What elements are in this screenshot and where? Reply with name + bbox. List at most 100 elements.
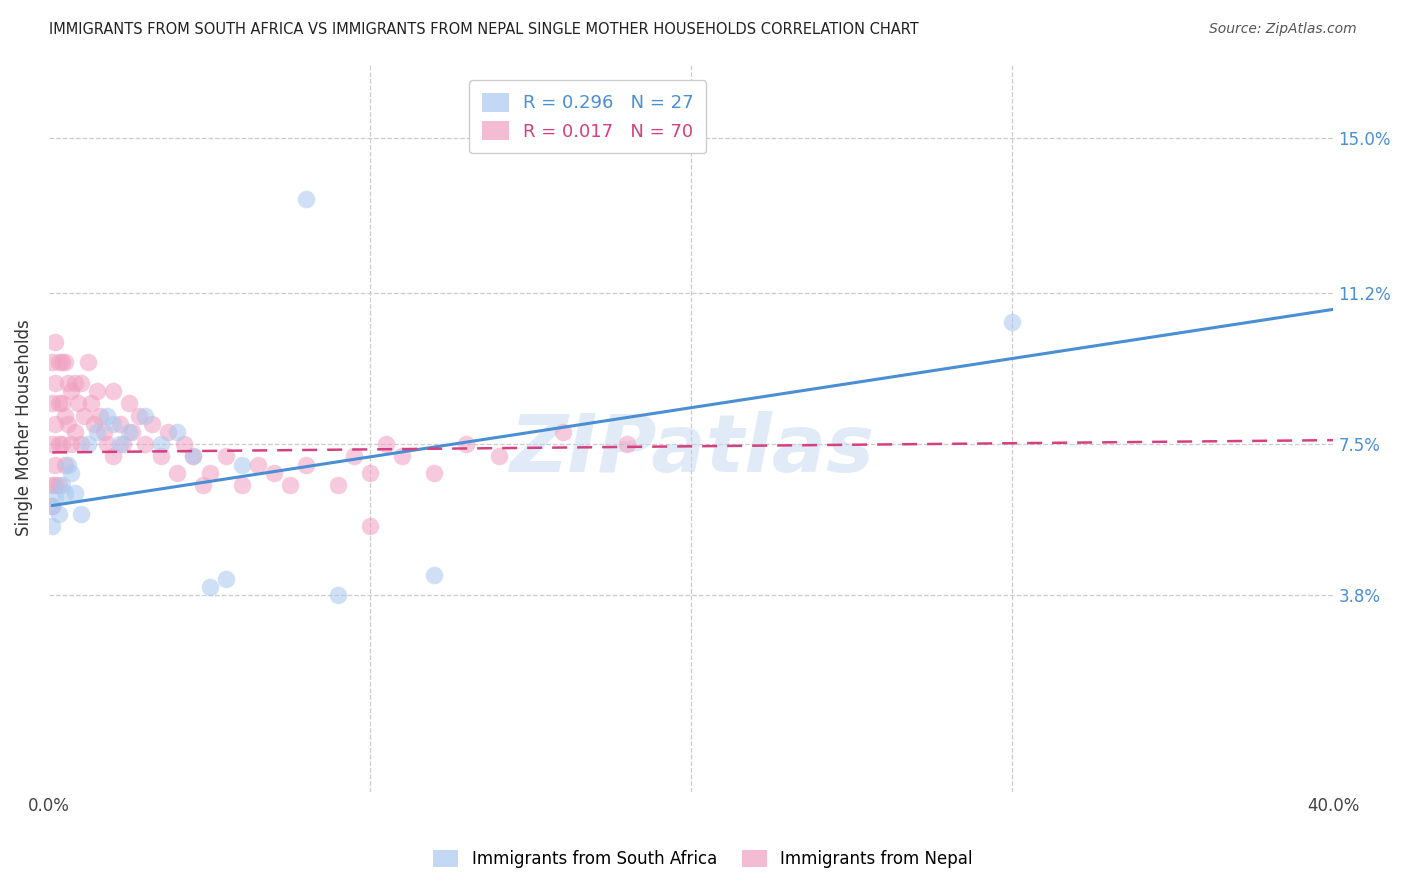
Point (183, 450, 205, 464)
Point (326, 589, 349, 603)
Point (231, 478, 253, 492)
Text: IMMIGRANTS FROM SOUTH AFRICA VS IMMIGRANTS FROM NEPAL SINGLE MOTHER HOUSEHOLDS C: IMMIGRANTS FROM SOUTH AFRICA VS IMMIGRAN… (49, 22, 920, 37)
Point (93, 425, 115, 439)
Point (108, 437, 131, 451)
Point (375, 437, 398, 451)
Point (108, 417, 131, 431)
Point (326, 478, 349, 492)
Point (166, 425, 188, 439)
Point (198, 466, 221, 480)
Point (156, 425, 179, 439)
Point (70, 507, 93, 521)
Point (198, 580, 221, 594)
Point (118, 396, 141, 410)
Point (51, 355, 73, 369)
Point (231, 458, 253, 472)
Point (214, 450, 236, 464)
Point (44, 491, 66, 505)
Point (263, 466, 285, 480)
Point (103, 450, 125, 464)
Point (76, 437, 98, 451)
Point (41, 355, 63, 369)
Point (96, 437, 118, 451)
Point (391, 450, 413, 464)
Point (70, 376, 93, 390)
Point (343, 450, 366, 464)
Point (58, 376, 80, 390)
Point (150, 450, 173, 464)
Point (63, 376, 86, 390)
Point (134, 437, 156, 451)
Point (48, 507, 70, 521)
Point (51, 437, 73, 451)
Point (103, 384, 125, 398)
Point (173, 437, 195, 451)
Point (53, 355, 76, 369)
Point (60, 384, 83, 398)
Point (551, 425, 574, 439)
Point (456, 437, 478, 451)
Point (48, 355, 70, 369)
Point (183, 450, 205, 464)
Point (41, 478, 63, 492)
Point (86, 425, 108, 439)
Point (53, 486, 76, 500)
Point (53, 458, 76, 472)
Point (166, 466, 188, 480)
Point (80, 396, 103, 410)
Point (295, 458, 318, 472)
Point (41, 499, 63, 513)
Point (191, 478, 214, 492)
Point (63, 425, 86, 439)
Point (48, 437, 70, 451)
Point (76, 355, 98, 369)
Point (60, 466, 83, 480)
Point (58, 417, 80, 431)
Point (128, 409, 150, 423)
Point (86, 384, 108, 398)
Point (44, 458, 66, 472)
Point (44, 417, 66, 431)
Point (246, 458, 269, 472)
Point (134, 409, 156, 423)
Point (121, 425, 143, 439)
Point (70, 437, 93, 451)
Point (141, 417, 163, 431)
Text: ZIPatlas: ZIPatlas (509, 410, 873, 489)
Point (295, 192, 318, 206)
Point (41, 519, 63, 533)
Point (53, 409, 76, 423)
Point (118, 425, 141, 439)
Point (83, 417, 105, 431)
Point (89, 409, 111, 423)
Legend: Immigrants from South Africa, Immigrants from Nepal: Immigrants from South Africa, Immigrants… (426, 843, 980, 875)
Point (58, 458, 80, 472)
Point (359, 466, 381, 480)
Point (44, 478, 66, 492)
Text: Source: ZipAtlas.com: Source: ZipAtlas.com (1209, 22, 1357, 37)
Point (48, 478, 70, 492)
Point (111, 437, 134, 451)
Point (41, 499, 63, 513)
Point (73, 409, 96, 423)
Point (423, 466, 446, 480)
Point (278, 478, 301, 492)
Point (616, 437, 638, 451)
Point (44, 334, 66, 349)
Point (423, 568, 446, 582)
Point (63, 486, 86, 500)
Point (1001, 315, 1024, 329)
Point (96, 409, 118, 423)
Point (48, 396, 70, 410)
Point (51, 478, 73, 492)
Point (41, 437, 63, 451)
Point (60, 437, 83, 451)
Point (51, 396, 73, 410)
Point (214, 572, 236, 586)
Point (41, 396, 63, 410)
Point (66, 396, 89, 410)
Point (359, 519, 381, 533)
Point (44, 376, 66, 390)
Y-axis label: Single Mother Households: Single Mother Households (15, 319, 32, 536)
Legend: R = 0.296   N = 27, R = 0.017   N = 70: R = 0.296 N = 27, R = 0.017 N = 70 (470, 80, 706, 153)
